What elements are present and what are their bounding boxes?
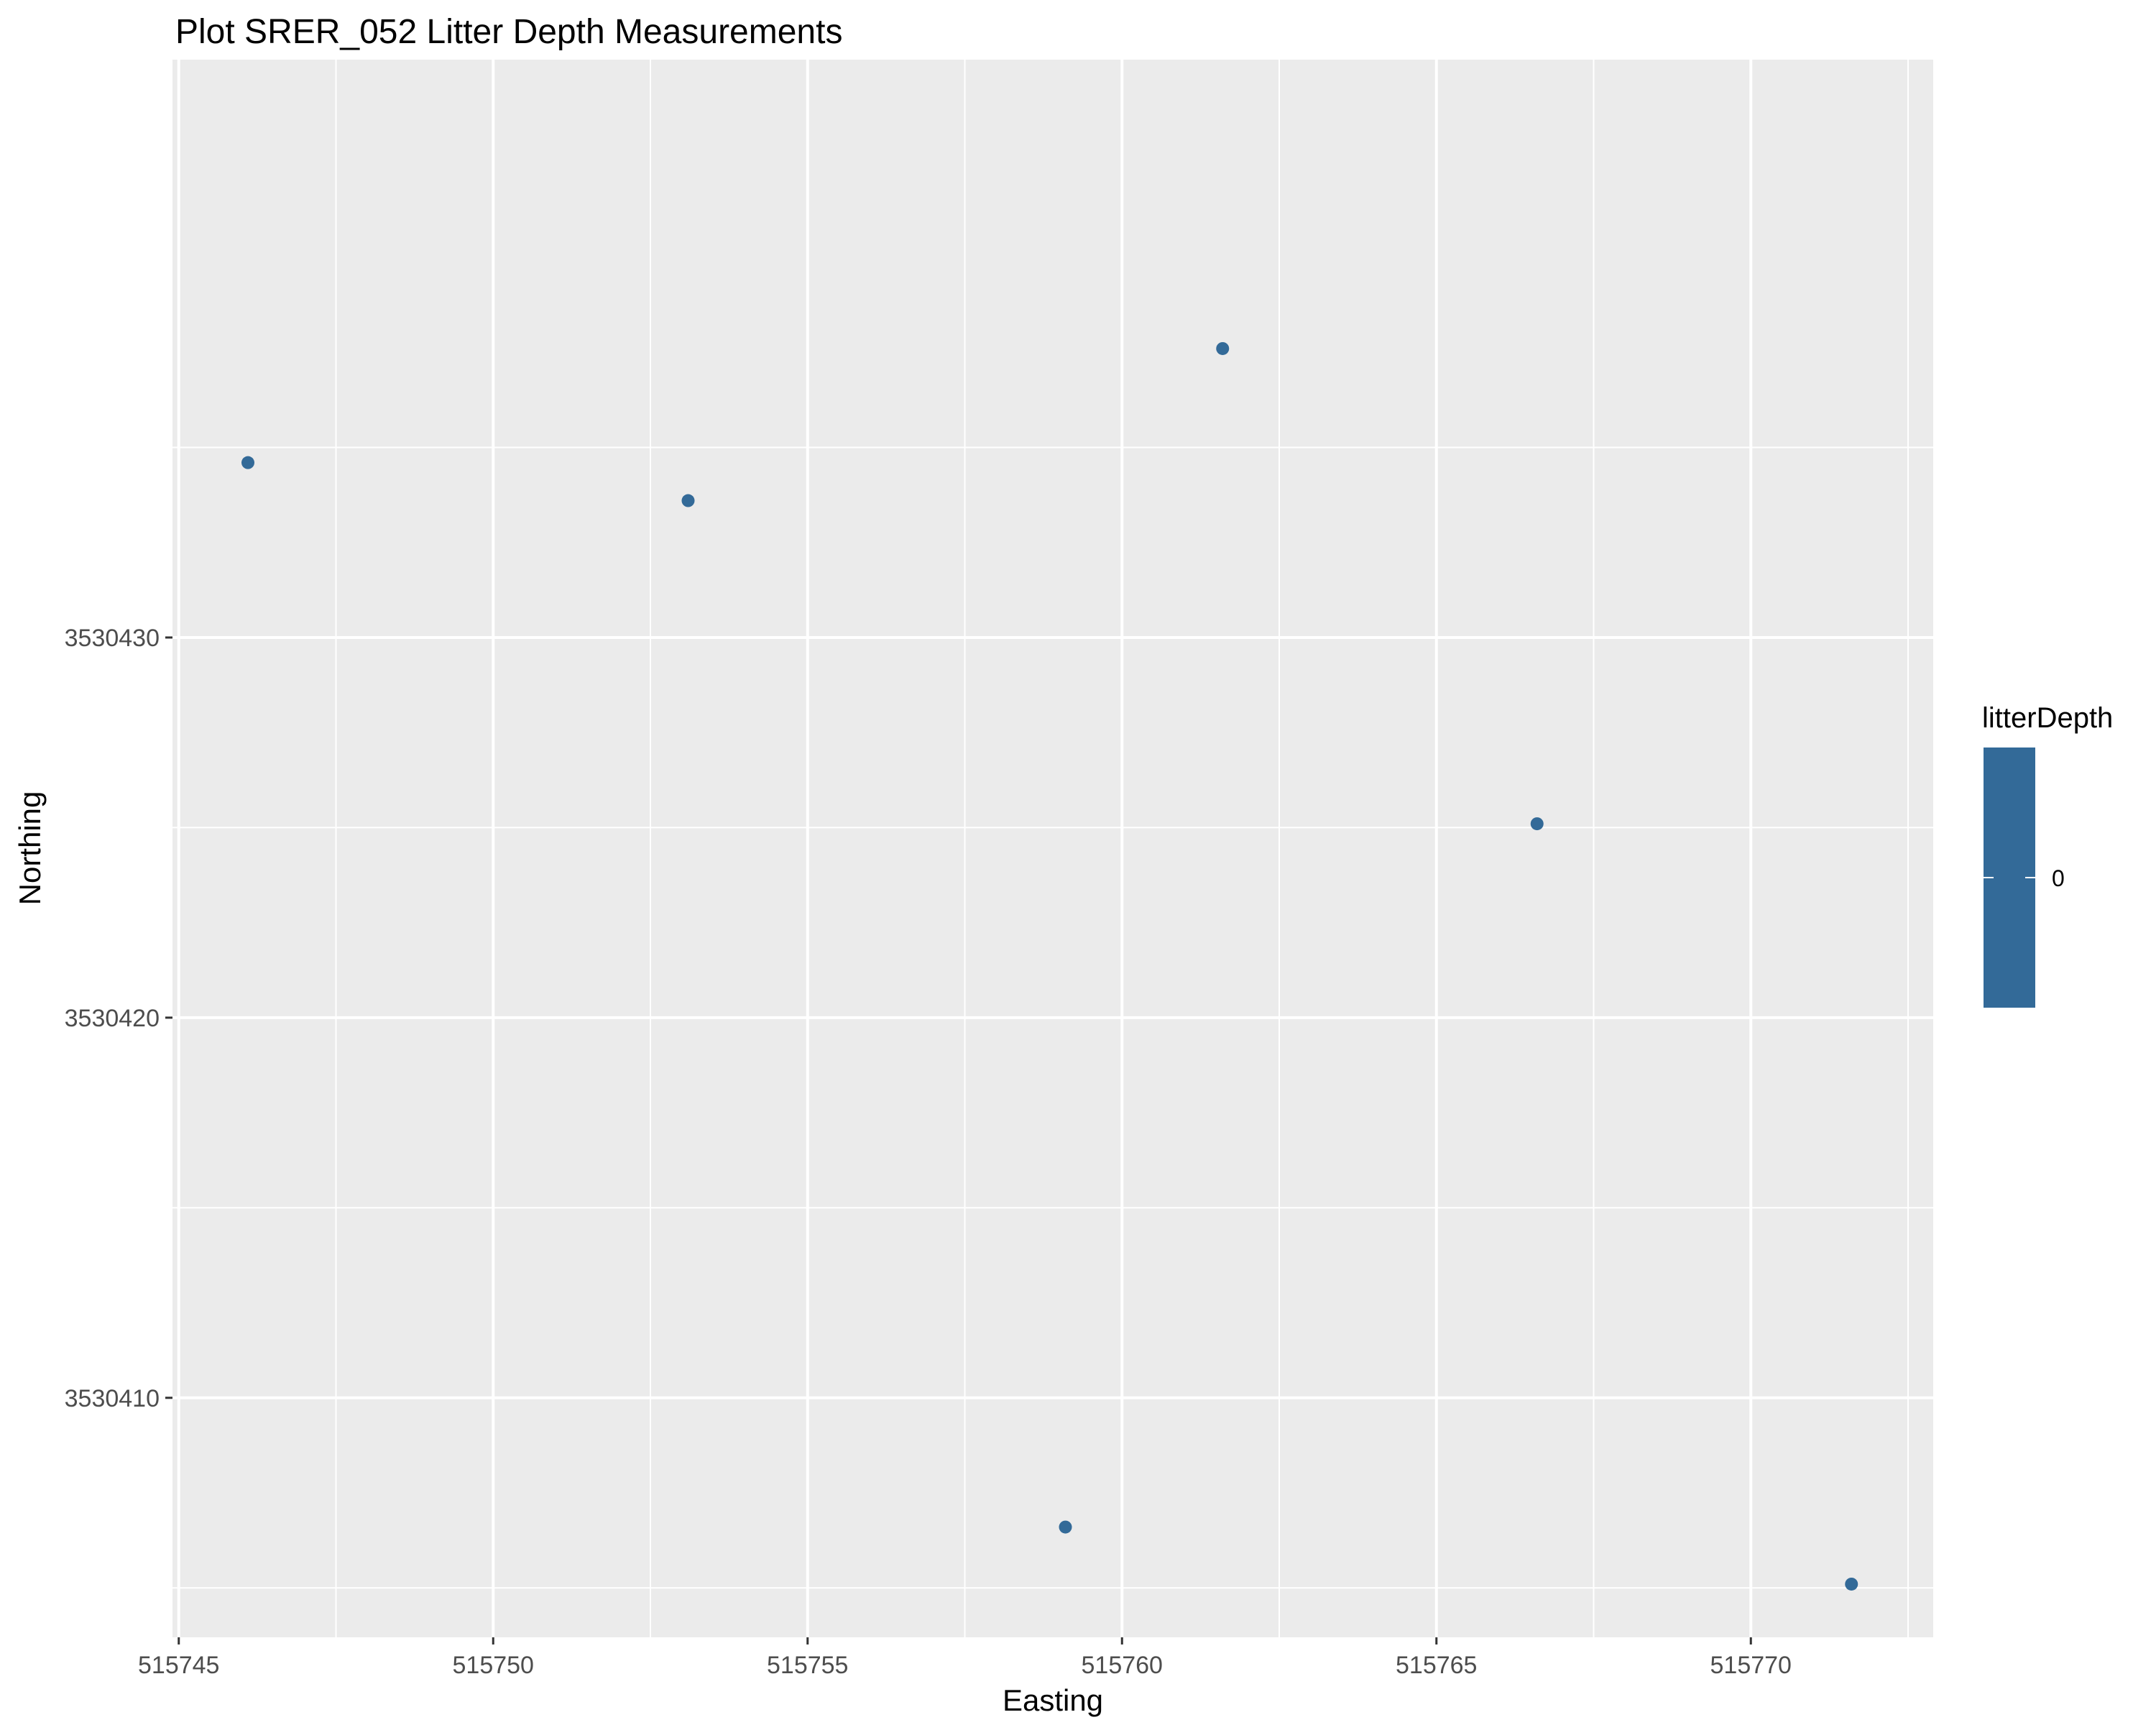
y-tick-label: 3530430	[65, 625, 160, 652]
data-point	[241, 456, 254, 469]
data-point	[681, 494, 695, 507]
x-tick-label: 515750	[453, 1652, 534, 1679]
y-axis-title: Northing	[13, 791, 47, 906]
y-axis: 3530410 3530420 3530430	[65, 625, 172, 1412]
x-axis-title: Easting	[1003, 1683, 1103, 1717]
data-points	[241, 341, 1858, 1591]
legend-title: litterDepth	[1982, 702, 2113, 734]
x-tick-label: 515765	[1396, 1652, 1477, 1679]
legend: litterDepth 0	[1982, 702, 2113, 1008]
x-tick-label: 515745	[138, 1652, 219, 1679]
x-tick-label: 515760	[1082, 1652, 1163, 1679]
major-gridlines	[172, 60, 1933, 1637]
data-point	[1059, 1520, 1072, 1534]
y-tick-label: 3530420	[65, 1005, 160, 1032]
data-point	[1845, 1577, 1858, 1591]
data-point	[1216, 341, 1230, 355]
x-axis: 515745 515750 515755 515760 515765 515770	[138, 1637, 1792, 1679]
minor-gridlines	[172, 60, 1933, 1637]
data-point	[1530, 817, 1544, 831]
x-tick-label: 515755	[767, 1652, 848, 1679]
plot-panel	[172, 60, 1933, 1637]
legend-label-0: 0	[2052, 865, 2065, 891]
chart-title: Plot SRER_052 Litter Depth Measurements	[175, 13, 842, 51]
x-tick-label: 515770	[1710, 1652, 1792, 1679]
y-tick-label: 3530410	[65, 1385, 160, 1412]
